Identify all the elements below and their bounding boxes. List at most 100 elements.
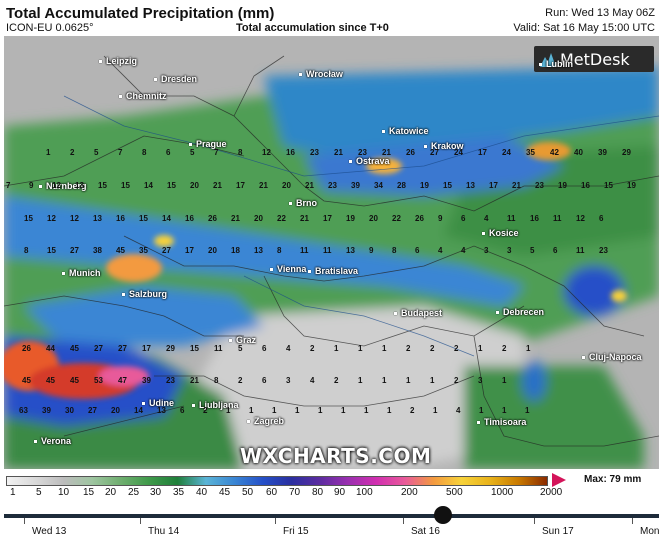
scale-tick-label: 90	[334, 487, 346, 498]
point-value: 6	[553, 246, 558, 255]
day-label[interactable]: Fri 15	[283, 526, 309, 537]
point-value: 1	[478, 344, 483, 353]
time-slider-handle[interactable]	[433, 506, 452, 524]
point-value: 23	[166, 376, 175, 385]
scale-tick-label: 1	[10, 487, 16, 498]
day-label[interactable]: Wed 13	[32, 526, 67, 537]
point-value: 14	[134, 406, 143, 415]
point-value: 1	[358, 376, 363, 385]
city-label-wroc-aw: Wrocław	[299, 69, 343, 79]
point-value: 6	[461, 214, 466, 223]
point-value: 17	[323, 214, 332, 223]
point-value: 1	[502, 376, 507, 385]
city-label-salzburg: Salzburg	[122, 289, 167, 299]
point-value: 23	[358, 148, 367, 157]
city-label-zagreb: Zagreb	[247, 416, 284, 426]
point-value: 6	[599, 214, 604, 223]
map-canvas	[4, 36, 659, 469]
scale-tick-label: 200	[401, 487, 418, 498]
point-value: 1	[295, 406, 300, 415]
point-value: 26	[208, 214, 217, 223]
point-value: 12	[262, 148, 271, 157]
point-value: 45	[46, 376, 55, 385]
point-value: 1	[318, 406, 323, 415]
point-value: 1	[272, 406, 277, 415]
city-label-nurnberg: Nurnberg	[39, 181, 87, 191]
point-value: 2	[334, 376, 339, 385]
point-value: 2	[70, 148, 75, 157]
city-label-graz: Graz	[229, 335, 256, 345]
scale-tick-label: 25	[128, 487, 140, 498]
point-value: 18	[231, 246, 240, 255]
point-value: 21	[213, 181, 222, 190]
point-value: 21	[382, 148, 391, 157]
point-value: 4	[456, 406, 461, 415]
city-label-brno: Brno	[289, 198, 317, 208]
point-value: 5	[94, 148, 99, 157]
day-label[interactable]: Mon	[640, 526, 660, 537]
point-value: 2	[502, 344, 507, 353]
point-value: 15	[139, 214, 148, 223]
point-value: 4	[484, 214, 489, 223]
city-label-katowice: Katowice	[382, 126, 429, 136]
point-value: 1	[46, 148, 51, 157]
point-value: 19	[627, 181, 636, 190]
map-subtitle: Total accumulation since T+0	[236, 22, 389, 34]
point-value: 1	[525, 406, 530, 415]
time-slider-track[interactable]	[4, 514, 659, 518]
point-value: 8	[142, 148, 147, 157]
point-value: 13	[93, 214, 102, 223]
max-value-label: Max: 79 mm	[584, 474, 642, 485]
point-value: 3	[484, 246, 489, 255]
point-value: 35	[526, 148, 535, 157]
point-value: 16	[185, 214, 194, 223]
point-value: 16	[530, 214, 539, 223]
point-value: 20	[369, 214, 378, 223]
run-time: Run: Wed 13 May 06Z	[545, 7, 655, 19]
point-value: 12	[576, 214, 585, 223]
city-label-verona: Verona	[34, 436, 71, 446]
point-value: 35	[139, 246, 148, 255]
precipitation-map[interactable]: MetDesk Leipzig Dresden Chemnitz Wrocław Lub…	[4, 36, 659, 469]
point-value: 15	[604, 181, 613, 190]
day-tick	[140, 518, 141, 524]
day-label[interactable]: Sun 17	[542, 526, 574, 537]
point-value: 1	[406, 376, 411, 385]
day-label[interactable]: Thu 14	[148, 526, 180, 537]
point-value: 23	[310, 148, 319, 157]
point-value: 13	[157, 406, 166, 415]
point-value: 15	[167, 181, 176, 190]
day-tick	[632, 518, 633, 524]
scale-tick-label: 40	[196, 487, 208, 498]
point-value: 21	[190, 376, 199, 385]
point-value: 11	[300, 246, 309, 255]
point-value: 1	[382, 344, 387, 353]
point-value: 8	[238, 148, 243, 157]
point-value: 7	[118, 148, 123, 157]
point-value: 24	[454, 148, 463, 157]
day-label[interactable]: Sat 16	[411, 526, 440, 537]
point-value: 11	[323, 246, 332, 255]
point-value: 39	[598, 148, 607, 157]
point-value: 1	[387, 406, 392, 415]
point-value: 38	[93, 246, 102, 255]
point-value: 19	[346, 214, 355, 223]
point-value: 12	[70, 214, 79, 223]
point-value: 20	[282, 181, 291, 190]
point-value: 63	[19, 406, 28, 415]
point-value: 7	[6, 181, 11, 190]
point-value: 1	[479, 406, 484, 415]
time-slider[interactable]: Wed 13 Thu 14 Fri 15 Sat 16 Sun 17 Mon	[0, 506, 663, 543]
point-value: 23	[535, 181, 544, 190]
point-value: 9	[29, 181, 34, 190]
logo-text: MetDesk	[560, 50, 630, 69]
point-value: 21	[512, 181, 521, 190]
city-label-dresden: Dresden	[154, 74, 197, 84]
point-value: 17	[142, 344, 151, 353]
point-value: 34	[374, 181, 383, 190]
city-label-leipzig: Leipzig	[99, 56, 137, 66]
point-value: 6	[262, 344, 267, 353]
point-value: 8	[24, 246, 29, 255]
point-value: 27	[430, 148, 439, 157]
scale-tick-label: 80	[312, 487, 324, 498]
